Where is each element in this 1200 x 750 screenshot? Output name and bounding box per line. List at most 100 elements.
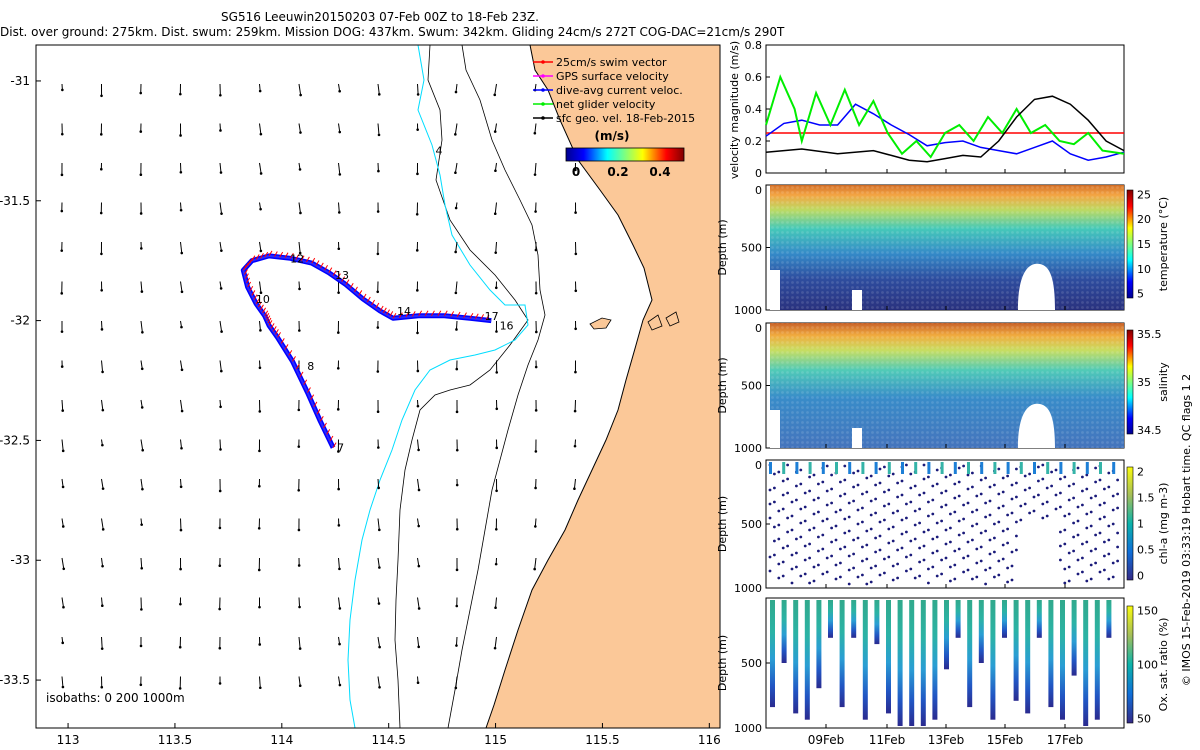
- chla-sample: [927, 475, 930, 479]
- chla-sample: [865, 557, 869, 561]
- chla-sample: [795, 565, 798, 569]
- velocity-arrow-head: [219, 448, 222, 451]
- chla-sample: [830, 554, 833, 558]
- chla-sample: [830, 526, 833, 530]
- chla-sample: [830, 473, 833, 477]
- colorbar-tick-label: 0: [572, 165, 580, 179]
- chla-sample: [834, 510, 838, 514]
- chla-sample: [843, 545, 847, 549]
- chla-sample: [922, 544, 926, 548]
- oxygen-cast: [909, 600, 915, 726]
- chla-sample: [1089, 563, 1093, 567]
- chla-sample: [1054, 507, 1058, 511]
- chla-sample: [927, 581, 930, 585]
- chla-sample: [1085, 540, 1089, 544]
- chla-sample: [975, 561, 979, 565]
- chla-sample: [861, 559, 864, 563]
- chla-sample: [1006, 513, 1009, 517]
- chla-sample: [786, 477, 789, 481]
- chla-sample: [909, 553, 913, 557]
- chla-sample: [993, 483, 996, 487]
- velocity-arrow-head: [219, 93, 222, 97]
- chla-sample: [953, 510, 957, 514]
- chla-surface-sample: [1112, 462, 1116, 474]
- chla-sample: [768, 502, 772, 506]
- chla-sample: [869, 527, 873, 531]
- track-day-label: 8: [307, 360, 314, 373]
- glider-track: [240, 250, 492, 449]
- oxygen-cast: [781, 600, 787, 663]
- legend-label: sfc geo. vel. 18-Feb-2015: [556, 112, 695, 125]
- chla-sample: [927, 528, 930, 532]
- chla-sample: [1107, 577, 1111, 581]
- velocity-arrow-head: [100, 94, 103, 98]
- section-y-tick-label: 0: [755, 322, 762, 335]
- velocity-arrow-head: [533, 173, 537, 176]
- chla-sample: [1019, 518, 1023, 522]
- velocity-arrow-head: [299, 93, 302, 97]
- velocity-arrow-head: [455, 367, 459, 371]
- map-x-axis: 113 113.5 114 114.5 115 115.5 116: [57, 723, 721, 747]
- section-axes: Depth (m) 0 500 1000 Depth (m) 0 500 1000 Depth …: [716, 184, 770, 735]
- velocity-arrow: [180, 399, 183, 412]
- chla-sample: [1067, 498, 1071, 502]
- chla-sample: [821, 547, 825, 551]
- velocity-arrow: [455, 83, 458, 93]
- velocity-arrow-head: [100, 647, 104, 650]
- chla-sample: [1089, 524, 1093, 528]
- velocity-arrow-head: [376, 410, 380, 413]
- chla-sample: [909, 539, 913, 543]
- swim-vector: [392, 312, 397, 319]
- velocity-arrow-head: [574, 370, 577, 374]
- velocity-arrow-head: [573, 409, 577, 413]
- chla-sample: [905, 463, 908, 467]
- chla-sample: [1089, 577, 1093, 581]
- velocity-arrow-head: [179, 208, 183, 212]
- oxygen-cast: [839, 600, 845, 708]
- map-x-tick-label: 113.5: [158, 733, 192, 747]
- chla-sample: [887, 541, 891, 545]
- islands: [589, 311, 680, 331]
- section-y-tick-label: 500: [741, 380, 762, 393]
- chla-sample: [874, 564, 877, 568]
- chla-sample: [949, 512, 952, 516]
- velocity-arrow-head: [61, 485, 65, 489]
- chla-surface-sample: [1072, 462, 1076, 474]
- chla-sample: [786, 516, 789, 520]
- chla-surface-sample: [835, 462, 838, 474]
- chla-sample: [1010, 497, 1014, 501]
- velocity-arrow-head: [178, 645, 182, 649]
- track-day-label: 10: [256, 293, 270, 306]
- velocity-arrow: [180, 439, 183, 449]
- oxygen-cast: [874, 600, 880, 645]
- velocity-arrow: [417, 83, 419, 95]
- velocity-arrow-head: [454, 250, 457, 254]
- chla-sample: [817, 496, 820, 500]
- oxygen-cast: [770, 600, 775, 708]
- swim-vector: [405, 311, 410, 318]
- chla-sample: [1063, 567, 1067, 571]
- chla-sample: [821, 480, 825, 484]
- velocity-arrow-head: [179, 134, 182, 137]
- swim-vector: [443, 310, 448, 317]
- section-ylabel: Depth (m): [716, 219, 729, 275]
- chla-sample: [856, 575, 860, 579]
- chla-sample: [905, 516, 908, 520]
- velocity-arrow-head: [337, 291, 340, 294]
- velocity-arrow-head: [220, 330, 223, 333]
- velocity-arrow-head: [218, 682, 222, 685]
- chla-sample: [847, 554, 851, 558]
- oxygen-cast: [1106, 600, 1112, 638]
- chla-sample: [1076, 558, 1080, 562]
- chla-sample: [878, 573, 882, 577]
- chla-sample: [1006, 527, 1009, 531]
- velocity-arrow-head: [494, 562, 498, 566]
- chla-sample: [1041, 516, 1045, 520]
- swim-vector: [371, 299, 376, 306]
- swim-vector: [284, 344, 289, 350]
- oxygen-cast: [897, 600, 903, 726]
- chla-sample: [830, 540, 833, 544]
- isobath-0m-coast: [447, 44, 546, 729]
- velocity-arrow: [259, 320, 261, 331]
- chla-sample: [852, 566, 855, 570]
